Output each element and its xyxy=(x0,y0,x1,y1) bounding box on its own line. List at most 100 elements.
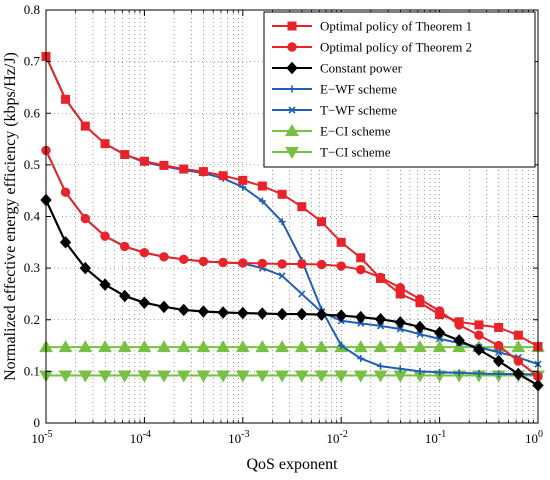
data-point xyxy=(296,307,308,321)
data-point xyxy=(176,340,191,353)
series-2 xyxy=(40,193,544,392)
data-point xyxy=(79,261,92,275)
legend: Optimal policy of Theorem 1 Optimal polic… xyxy=(263,11,536,168)
data-point xyxy=(512,367,524,381)
legend-entry: Optimal policy of Theorem 1 xyxy=(272,19,472,34)
data-point xyxy=(294,370,309,383)
legend-entry: Optimal policy of Theorem 2 xyxy=(272,40,472,55)
data-point xyxy=(474,320,484,330)
data-point xyxy=(277,259,287,269)
data-point xyxy=(278,218,286,226)
data-point xyxy=(198,256,209,267)
y-tick-label: 0.4 xyxy=(24,209,41,224)
data-point xyxy=(436,368,444,376)
legend-label: T−CI scheme xyxy=(320,145,391,160)
data-point xyxy=(255,370,270,383)
data-point xyxy=(413,340,427,353)
legend-swatch-marker xyxy=(288,85,296,93)
data-point xyxy=(294,340,309,353)
data-point xyxy=(117,340,132,353)
data-point xyxy=(495,348,503,356)
data-point xyxy=(117,370,132,383)
data-point xyxy=(139,247,150,258)
data-point xyxy=(176,370,191,383)
legend-swatch-marker xyxy=(288,106,296,114)
data-point xyxy=(495,370,503,378)
data-point xyxy=(492,354,505,368)
data-point xyxy=(433,326,446,339)
data-point xyxy=(59,236,72,249)
data-point xyxy=(494,322,504,332)
legend-entry: T−WF scheme xyxy=(272,103,397,118)
data-point xyxy=(275,340,289,353)
data-point xyxy=(416,330,424,338)
legend-entry: E−CI scheme xyxy=(272,124,391,139)
legend-label: E−CI scheme xyxy=(320,124,391,139)
data-point xyxy=(317,217,327,227)
y-tick-label: 0 xyxy=(34,415,41,430)
data-point xyxy=(157,340,171,353)
data-point xyxy=(376,322,385,330)
y-tick-label: 0.3 xyxy=(24,260,40,275)
x-axis-label: QoS exponent xyxy=(246,456,338,473)
data-point xyxy=(257,258,268,269)
data-point xyxy=(61,94,71,104)
data-point xyxy=(473,343,485,356)
data-point xyxy=(257,181,267,191)
y-tick-label: 0.1 xyxy=(24,363,40,378)
data-point xyxy=(258,197,266,205)
x-tick-label: 10-5 xyxy=(31,429,52,446)
x-tick-label: 10-3 xyxy=(228,429,249,446)
data-point xyxy=(100,139,110,149)
data-point xyxy=(216,370,230,383)
legend-label: E−WF scheme xyxy=(320,82,397,97)
data-point xyxy=(275,370,289,383)
data-point xyxy=(179,164,189,174)
data-point xyxy=(159,160,169,170)
data-point xyxy=(357,354,365,362)
data-point xyxy=(374,312,387,326)
data-point xyxy=(235,340,250,353)
legend-swatch-marker xyxy=(285,123,299,136)
data-point xyxy=(137,370,152,383)
data-point xyxy=(377,362,385,370)
y-axis-label: Normalized effective energy efficiency (… xyxy=(2,52,19,381)
data-point xyxy=(238,175,248,185)
data-point xyxy=(393,340,408,353)
data-point xyxy=(336,237,346,247)
data-point xyxy=(513,356,524,366)
data-point xyxy=(315,308,328,321)
data-point xyxy=(314,370,329,383)
data-point xyxy=(334,370,349,383)
data-point xyxy=(139,156,149,166)
data-point xyxy=(78,370,93,383)
data-point xyxy=(238,258,248,268)
data-point xyxy=(179,254,189,265)
legend-entry: E−WF scheme xyxy=(272,82,397,97)
data-point xyxy=(353,340,368,353)
data-point xyxy=(157,370,171,383)
data-point xyxy=(218,171,228,181)
data-point xyxy=(353,370,368,383)
data-point xyxy=(158,300,170,314)
data-point xyxy=(196,370,211,383)
data-point xyxy=(58,340,73,353)
legend-entry: T−CI scheme xyxy=(272,145,391,160)
data-point xyxy=(453,334,465,347)
data-point xyxy=(198,167,208,177)
data-point xyxy=(196,340,211,353)
legend-entry: Constant power xyxy=(272,61,403,76)
data-point xyxy=(278,272,286,280)
data-point xyxy=(216,340,230,353)
legend-swatch-marker xyxy=(287,42,297,52)
data-point xyxy=(455,369,463,377)
data-point xyxy=(277,189,287,199)
data-point xyxy=(454,317,464,327)
legend-swatch-marker xyxy=(287,21,297,31)
data-point xyxy=(58,370,73,383)
legend-label: Optimal policy of Theorem 2 xyxy=(320,40,472,55)
data-point xyxy=(138,296,151,309)
y-tick-label: 0.6 xyxy=(24,105,41,120)
data-point xyxy=(373,370,388,383)
